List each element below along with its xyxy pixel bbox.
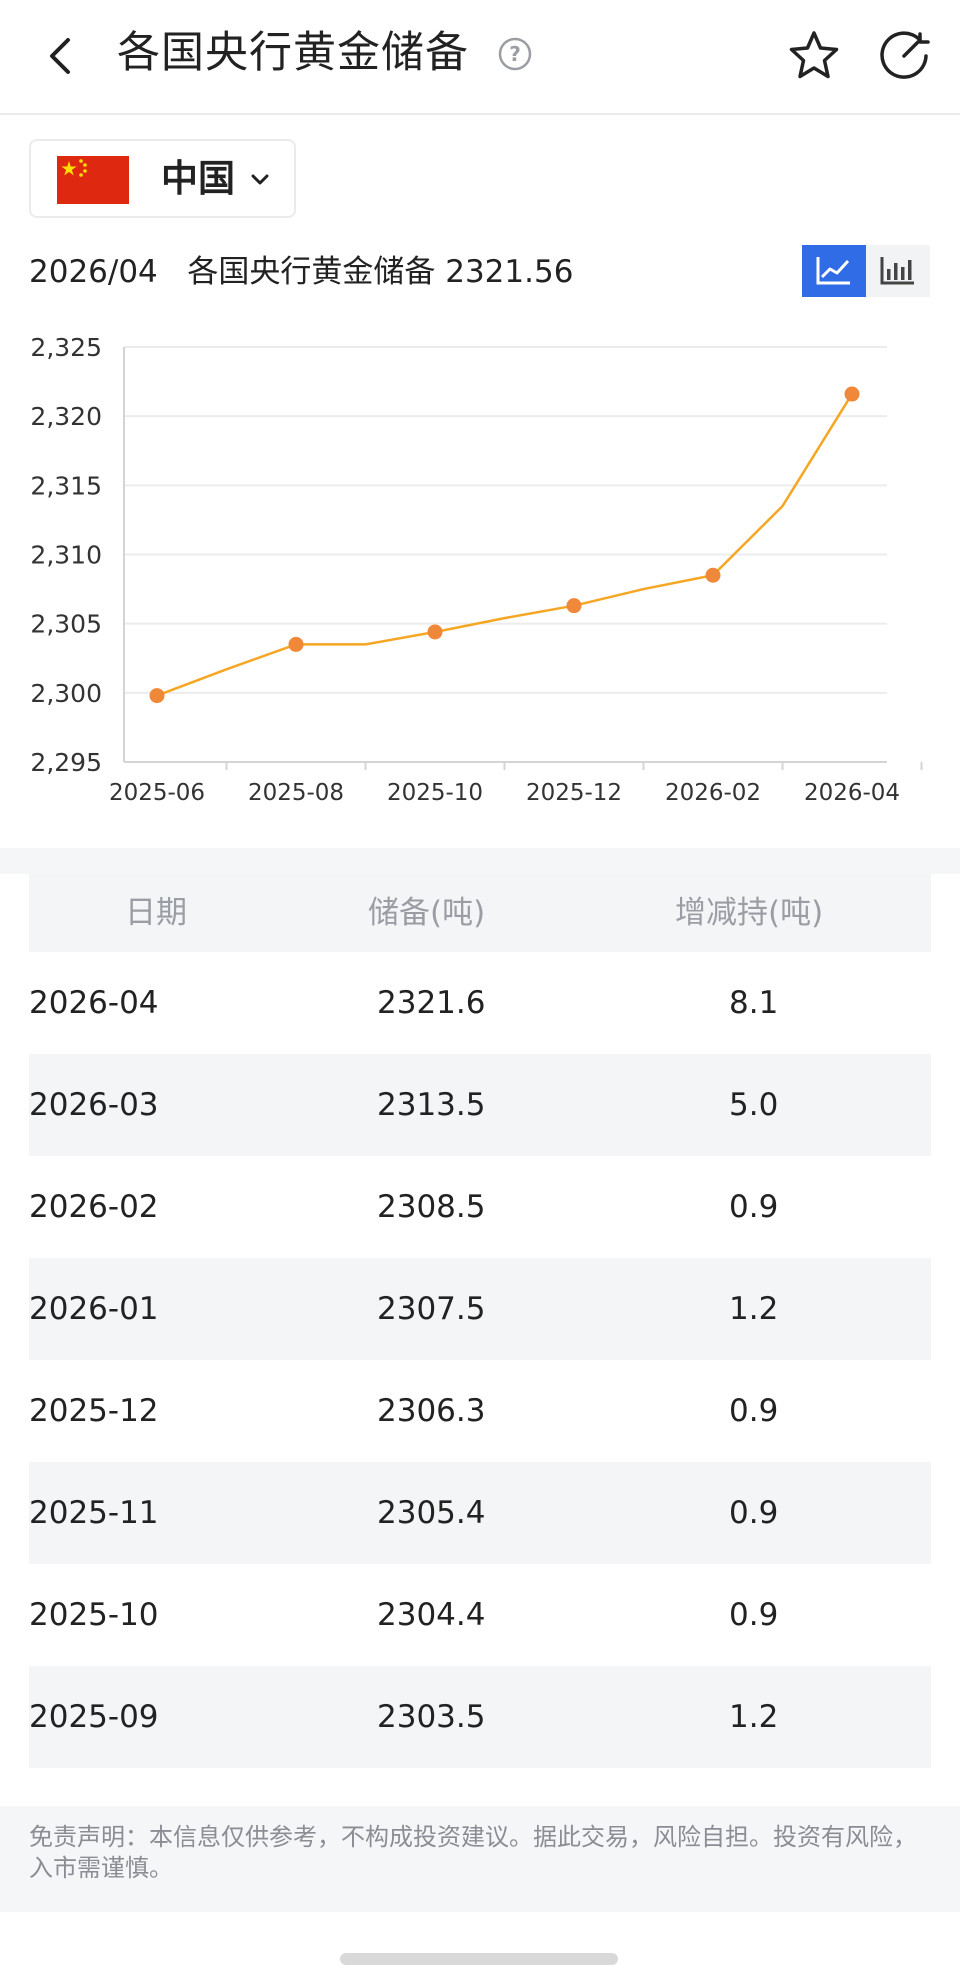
cell-change: 0.9 <box>729 1393 779 1429</box>
data-point <box>844 386 860 402</box>
table-row: 2026-02 2308.5 0.9 <box>29 1156 931 1258</box>
chart-type-toggle <box>802 245 930 297</box>
y-tick-label: 2,320 <box>30 402 102 431</box>
gold-reserve-line-chart: 2,325 2,320 2,315 2,310 2,305 2,300 2,295 2025-… <box>30 333 923 806</box>
data-point <box>566 598 582 614</box>
chevron-down-icon <box>251 174 269 185</box>
country-name: 中国 <box>161 157 235 200</box>
disclaimer-box: 免责声明：本信息仅供参考，不构成投资建议。据此交易，风险自担。投资有风险，入市需… <box>0 1806 960 1912</box>
china-flag-icon <box>57 156 129 204</box>
y-tick-label: 2,325 <box>30 333 102 362</box>
cell-date: 2026-01 <box>29 1291 159 1327</box>
cell-reserve: 2303.5 <box>377 1699 486 1735</box>
cell-date: 2026-02 <box>29 1189 159 1225</box>
chevron-left-icon[interactable] <box>40 30 84 82</box>
table-row: 2025-11 2305.4 0.9 <box>29 1462 931 1564</box>
top-bar: 各国央行黄金储备 ? <box>0 0 960 115</box>
header-reserve: 储备(吨) <box>368 895 486 931</box>
x-tick-label: 2026-02 <box>665 780 761 806</box>
summary-line: 2026/04 各国央行黄金储备 2321.56 <box>29 250 573 294</box>
table-row: 2026-01 2307.5 1.2 <box>29 1258 931 1360</box>
cell-date: 2025-11 <box>29 1495 159 1531</box>
star-icon[interactable] <box>786 28 842 84</box>
disclaimer-text: 免责声明：本信息仅供参考，不构成投资建议。据此交易，风险自担。投资有风险，入市需… <box>29 1823 917 1882</box>
y-tick-label: 2,315 <box>30 471 102 500</box>
cell-date: 2025-10 <box>29 1597 159 1633</box>
cell-reserve: 2307.5 <box>377 1291 486 1327</box>
cell-date: 2026-04 <box>29 985 159 1021</box>
cell-change: 0.9 <box>729 1189 779 1225</box>
line-chart-button[interactable] <box>802 245 866 297</box>
data-point <box>705 567 721 583</box>
y-tick-label: 2,310 <box>30 541 102 570</box>
line-chart-icon <box>816 257 850 285</box>
data-point <box>427 624 443 640</box>
cell-reserve: 2305.4 <box>377 1495 486 1531</box>
table-row: 2025-09 2303.5 1.2 <box>29 1666 931 1768</box>
cell-date: 2025-09 <box>29 1699 159 1735</box>
header-date: 日期 <box>125 895 187 931</box>
y-tick-label: 2,300 <box>30 679 102 708</box>
cell-date: 2025-12 <box>29 1393 159 1429</box>
table-body: 2026-04 2321.6 8.1 2026-03 2313.5 5.0 2026-02 2… <box>29 952 931 1768</box>
question-circle-icon[interactable]: ? <box>498 37 532 71</box>
cell-reserve: 2313.5 <box>377 1087 486 1123</box>
data-point <box>149 688 165 704</box>
y-tick-label: 2,305 <box>30 610 102 639</box>
cell-change: 0.9 <box>729 1597 779 1633</box>
table-row: 2025-10 2304.4 0.9 <box>29 1564 931 1666</box>
table-row: 2025-12 2306.3 0.9 <box>29 1360 931 1462</box>
page-title: 各国央行黄金储备 <box>117 28 469 78</box>
cell-change: 1.2 <box>729 1699 779 1735</box>
bar-chart-icon <box>880 257 914 285</box>
section-divider <box>0 848 960 874</box>
table-header: 日期 储备(吨) 增减持(吨) <box>29 874 931 952</box>
svg-text:?: ? <box>509 42 521 66</box>
series-line <box>156 393 854 697</box>
cell-change: 5.0 <box>729 1087 779 1123</box>
home-indicator[interactable] <box>340 1953 618 1965</box>
x-tick-label: 2025-12 <box>526 780 622 806</box>
x-tick-label: 2025-06 <box>109 780 205 806</box>
cell-reserve: 2321.6 <box>377 985 486 1021</box>
header-change: 增减持(吨) <box>675 895 824 931</box>
cell-reserve: 2304.4 <box>377 1597 486 1633</box>
refresh-icon[interactable] <box>876 28 932 84</box>
cell-reserve: 2306.3 <box>377 1393 486 1429</box>
cell-change: 8.1 <box>729 985 779 1021</box>
cell-date: 2026-03 <box>29 1087 159 1123</box>
bar-chart-button[interactable] <box>866 245 930 297</box>
x-tick-label: 2026-04 <box>804 780 900 806</box>
table-row: 2026-03 2313.5 5.0 <box>29 1054 931 1156</box>
summary-value: 2321.56 <box>445 254 574 290</box>
x-tick-label: 2025-10 <box>387 780 483 806</box>
country-selector[interactable]: 中国 <box>29 139 296 218</box>
table-row: 2026-04 2321.6 8.1 <box>29 952 931 1054</box>
y-tick-label: 2,295 <box>30 748 102 777</box>
x-tick-label: 2025-08 <box>248 780 344 806</box>
summary-label: 各国央行黄金储备 <box>187 254 436 290</box>
reserve-table: 日期 储备(吨) 增减持(吨) 2026-04 2321.6 8.1 2026-03 2… <box>29 874 931 1768</box>
cell-change: 1.2 <box>729 1291 779 1327</box>
summary-date: 2026/04 <box>29 254 158 290</box>
cell-reserve: 2308.5 <box>377 1189 486 1225</box>
cell-change: 0.9 <box>729 1495 779 1531</box>
data-point <box>288 636 304 652</box>
